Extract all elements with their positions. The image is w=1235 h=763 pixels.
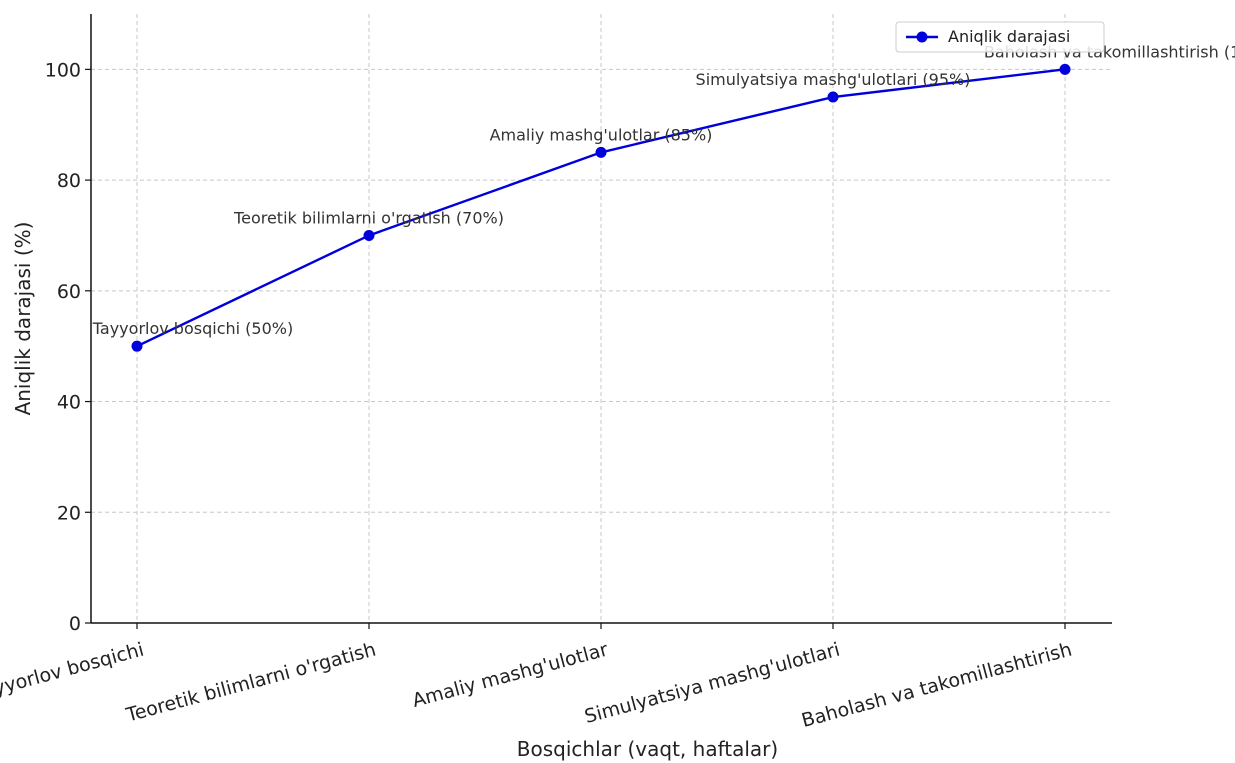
x-tick-label: Tayyorlov bosqichi: [0, 639, 146, 706]
y-axis-title: Aniqlik darajasi (%): [11, 222, 35, 416]
y-tick-label: 80: [57, 170, 81, 192]
data-point: [363, 229, 375, 241]
data-point: [595, 146, 607, 158]
y-tick-label: 100: [45, 59, 81, 81]
point-annotation: Teoretik bilimlarni o'rgatish (70%): [233, 208, 504, 227]
point-annotation: Simulyatsiya mashg'ulotlari (95%): [696, 70, 971, 89]
legend: Aniqlik darajasi: [895, 21, 1105, 53]
point-annotation: Amaliy mashg'ulotlar (85%): [490, 125, 713, 144]
x-tick-label: Amaliy mashg'ulotlar: [410, 639, 611, 712]
series: [131, 63, 1071, 352]
y-tick-label: 0: [69, 613, 81, 635]
x-axis-title: Bosqichlar (vaqt, haftalar): [517, 737, 778, 761]
grid: [91, 14, 1112, 624]
legend-box: [895, 21, 1105, 53]
y-tick-label: 40: [57, 392, 81, 414]
point-annotations: Tayyorlov bosqichi (50%) Teoretik bilimla…: [92, 42, 1235, 338]
point-annotation: Tayyorlov bosqichi (50%): [92, 319, 293, 338]
data-point: [131, 340, 143, 352]
data-point: [1059, 63, 1071, 75]
y-tick-label: 20: [57, 502, 81, 524]
legend-label: Aniqlik darajasi: [948, 27, 1070, 46]
legend-marker: [916, 31, 928, 43]
x-tick-label: Teoretik bilimlarni o'rgatish: [123, 639, 378, 727]
data-point: [827, 91, 839, 103]
y-tick-label: 60: [57, 281, 81, 303]
x-tick-label: Baholash va takomillashtirish: [799, 639, 1074, 732]
